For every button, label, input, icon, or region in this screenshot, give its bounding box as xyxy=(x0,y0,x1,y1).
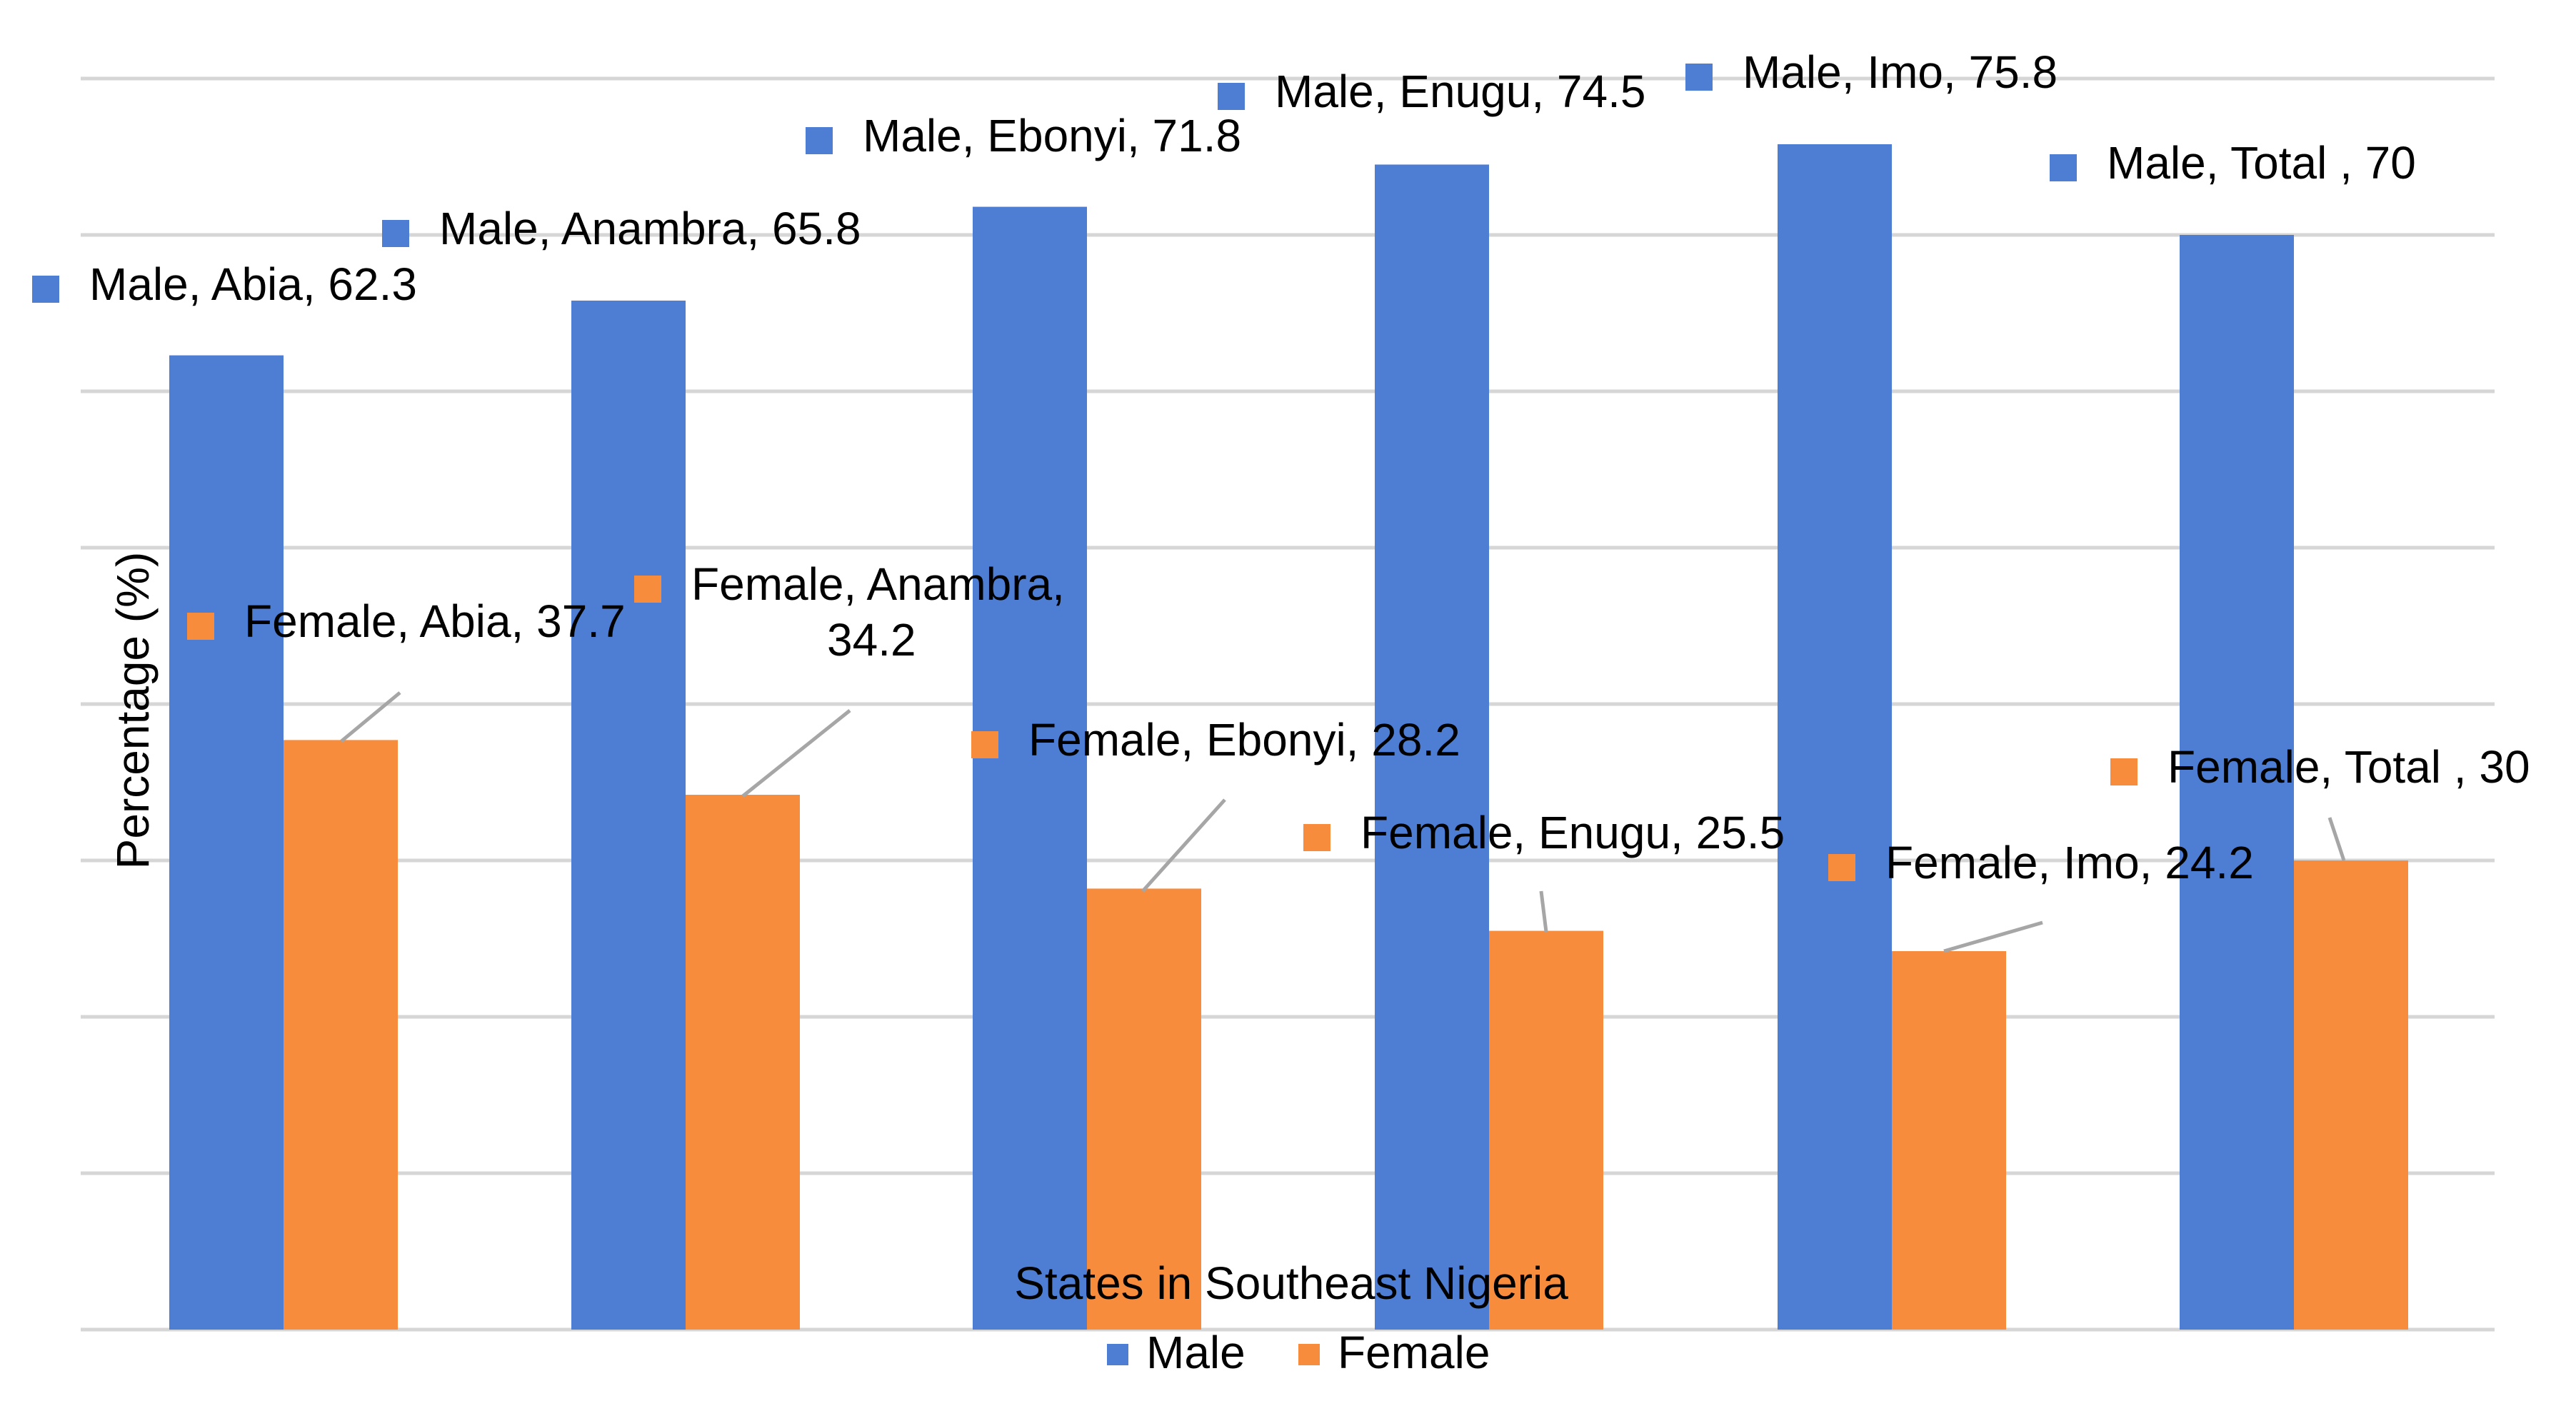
legend-male-label: Male xyxy=(1146,1327,1246,1378)
data-label-female: Female, Enugu, 25.5 xyxy=(1360,807,1785,858)
legend: Male Female xyxy=(1107,1327,1490,1378)
bar-male-enugu xyxy=(1375,164,1489,1330)
legend-female-label: Female xyxy=(1338,1327,1490,1378)
bar-male-ebonyi xyxy=(973,206,1087,1330)
data-label-male: Male, Imo, 75.8 xyxy=(1743,46,2058,98)
bar-male-abia xyxy=(169,355,284,1330)
bar-female-enugu xyxy=(1489,930,1603,1330)
leader-line xyxy=(741,709,851,798)
bar-male-total xyxy=(2180,235,2294,1330)
leader-line xyxy=(2327,817,2346,861)
data-label-marker xyxy=(806,127,833,154)
data-label-marker xyxy=(32,276,59,303)
data-label-male: Male, Enugu, 74.5 xyxy=(1275,66,1645,117)
data-label-female: Female, Ebonyi, 28.2 xyxy=(1028,714,1460,765)
gridlines xyxy=(81,76,2495,1332)
bar-female-ebonyi xyxy=(1087,888,1201,1330)
leader-line xyxy=(340,691,401,743)
x-axis-label: States in Southeast Nigeria xyxy=(1014,1257,1568,1309)
legend-male-swatch xyxy=(1107,1344,1128,1365)
bar-male-imo xyxy=(1778,144,1892,1330)
data-label-male: Male, Total , 70 xyxy=(2107,137,2416,189)
data-label-marker xyxy=(1685,64,1713,91)
bar-female-abia xyxy=(284,740,398,1330)
data-label-marker xyxy=(971,731,998,758)
leader-line xyxy=(1539,890,1548,933)
data-label-male: Male, Ebonyi, 71.8 xyxy=(863,110,1241,161)
data-label-marker xyxy=(382,220,409,247)
data-label-marker xyxy=(2050,154,2077,181)
data-label-male: Male, Anambra, 65.8 xyxy=(439,203,861,254)
data-label-female: Female, Total , 30 xyxy=(2167,741,2530,793)
bar-female-total xyxy=(2294,860,2408,1330)
data-label-male: Male, Abia, 62.3 xyxy=(89,258,417,310)
bar-male-anambra xyxy=(571,300,686,1330)
data-label-marker xyxy=(634,576,661,603)
leader-line xyxy=(1141,798,1226,893)
data-label-marker xyxy=(187,613,214,640)
bar-female-imo xyxy=(1892,951,2006,1330)
data-label-female: Female, Abia, 37.7 xyxy=(244,596,626,647)
data-label-marker xyxy=(1218,83,1245,110)
legend-female-swatch xyxy=(1298,1344,1320,1365)
data-label-marker xyxy=(1303,824,1330,851)
data-label-marker xyxy=(2110,758,2138,785)
leader-lines xyxy=(340,691,2346,953)
bar-female-anambra xyxy=(686,795,800,1330)
leader-line xyxy=(1943,920,2043,953)
data-label-marker xyxy=(1828,854,1855,881)
data-label-female: Female, Anambra, 34.2 xyxy=(691,558,1065,666)
bars xyxy=(169,144,2408,1330)
data-label-female: Female, Imo, 24.2 xyxy=(1885,837,2254,888)
y-axis-label: Percentage (%) xyxy=(107,552,159,870)
